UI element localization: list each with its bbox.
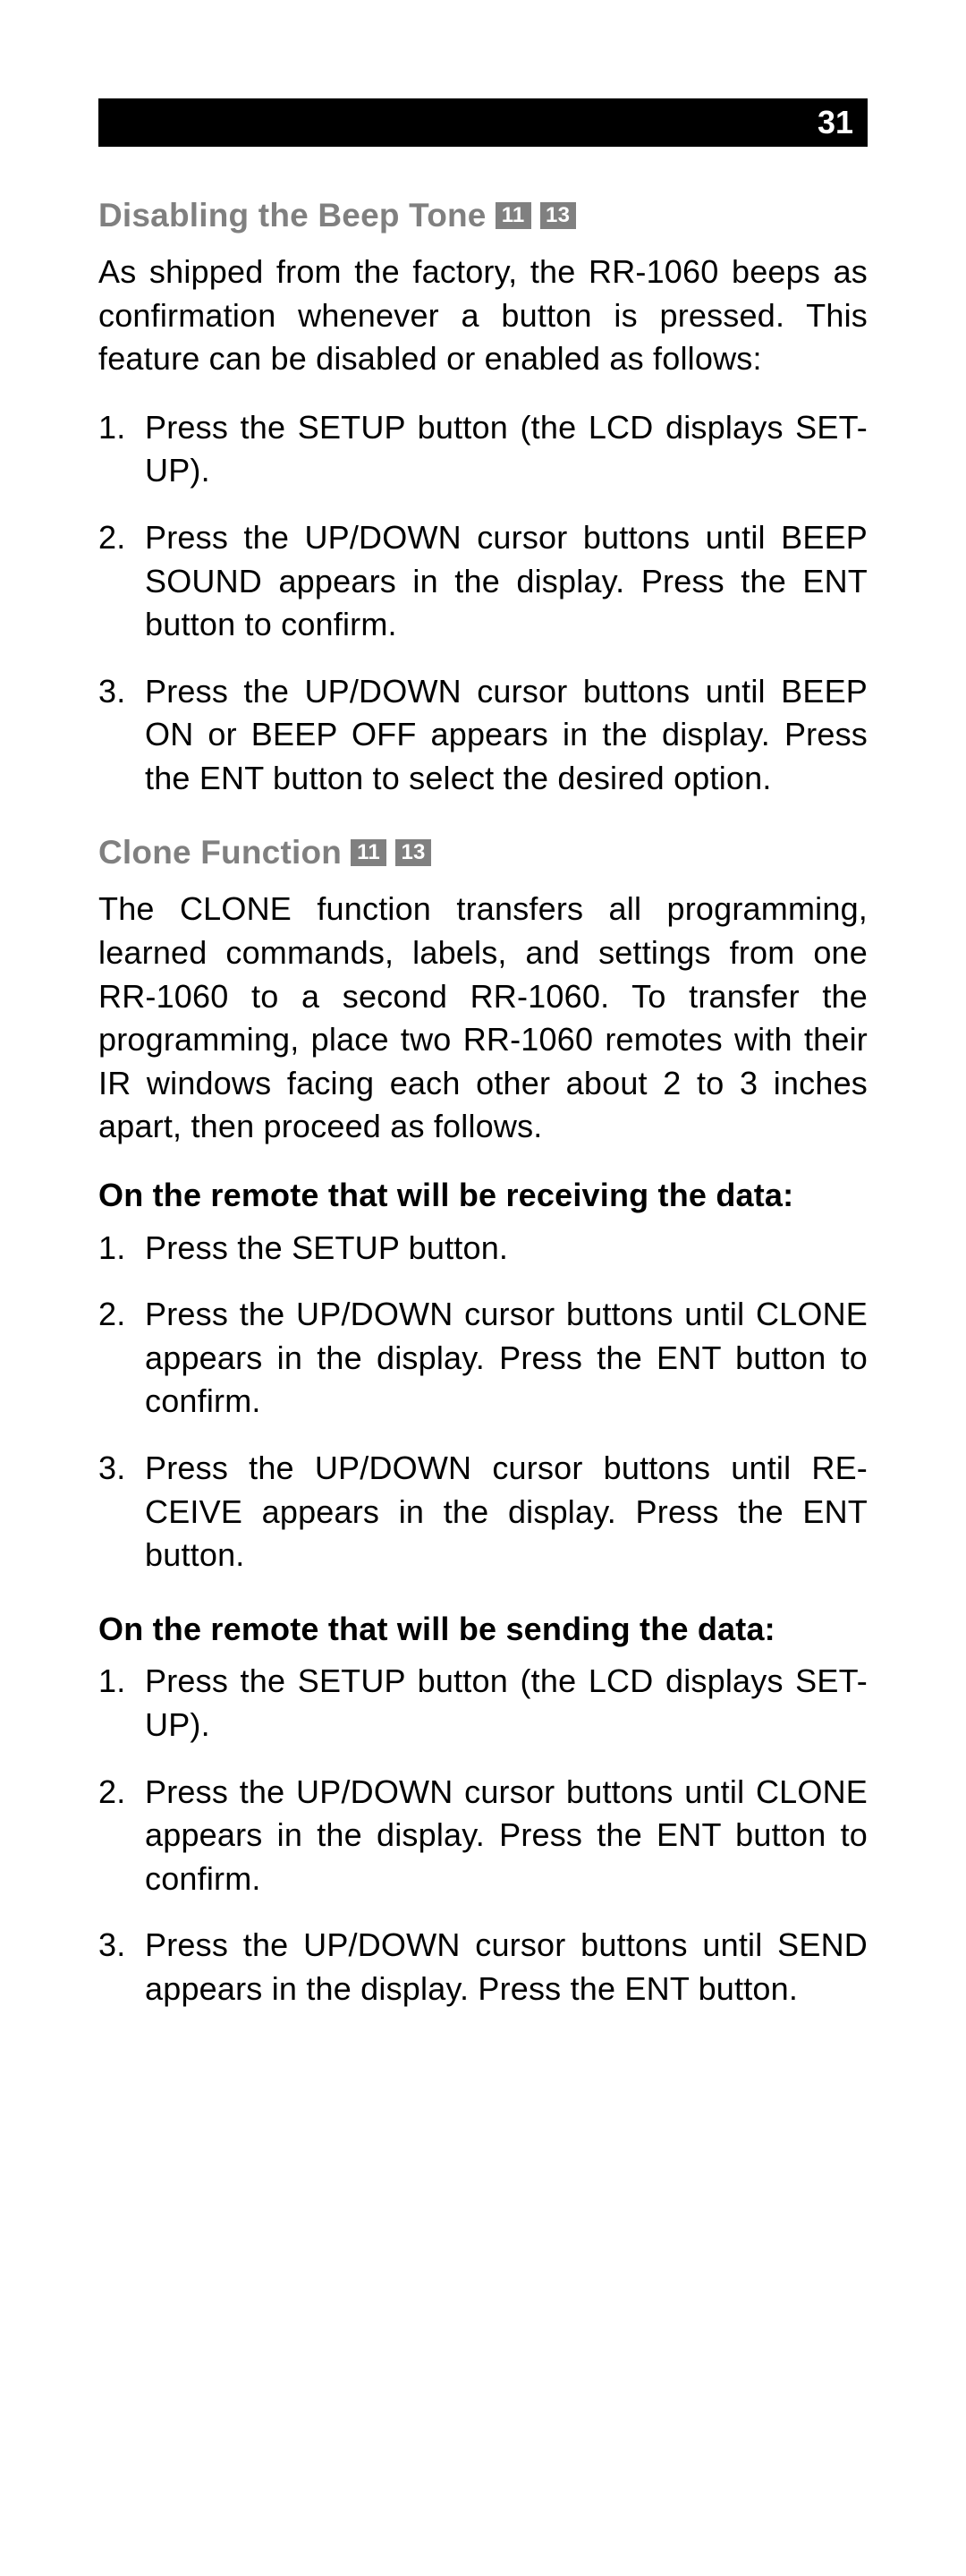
- step-item: Press the UP/DOWN cursor buttons until C…: [98, 1293, 868, 1424]
- intro-paragraph: The CLONE function transfers all program…: [98, 888, 868, 1149]
- ref-icon: 11: [351, 839, 386, 866]
- section-heading-beep: Disabling the Beep Tone 11 13: [98, 193, 868, 238]
- ref-icon: 11: [496, 202, 531, 229]
- page-header-bar: 31: [98, 98, 868, 147]
- ref-icon: 13: [395, 839, 431, 866]
- intro-paragraph: As shipped from the factory, the RR-1060…: [98, 251, 868, 381]
- step-item: Press the UP/DOWN cursor buttons until R…: [98, 1447, 868, 1577]
- steps-list-receiving: Press the SETUP button. Press the UP/DOW…: [98, 1227, 868, 1577]
- section-title: Clone Function: [98, 830, 342, 875]
- step-item: Press the SETUP button (the LCD displays…: [98, 1660, 868, 1747]
- step-item: Press the SETUP button (the LCD displays…: [98, 406, 868, 493]
- subsection-heading-receiving: On the remote that will be receiving the…: [98, 1174, 868, 1218]
- step-item: Press the UP/DOWN cursor buttons until B…: [98, 516, 868, 647]
- page-number: 31: [818, 101, 853, 145]
- ref-icon: 13: [540, 202, 576, 229]
- steps-list-sending: Press the SETUP button (the LCD displays…: [98, 1660, 868, 2011]
- subsection-heading-sending: On the remote that will be sending the d…: [98, 1608, 868, 1652]
- steps-list-beep: Press the SETUP button (the LCD displays…: [98, 406, 868, 801]
- step-item: Press the UP/DOWN cursor buttons until C…: [98, 1771, 868, 1901]
- step-item: Press the UP/DOWN cursor buttons until S…: [98, 1924, 868, 2011]
- section-heading-clone: Clone Function 11 13: [98, 830, 868, 875]
- section-title: Disabling the Beep Tone: [98, 193, 487, 238]
- step-item: Press the SETUP button.: [98, 1227, 868, 1271]
- step-item: Press the UP/DOWN cursor buttons until B…: [98, 670, 868, 801]
